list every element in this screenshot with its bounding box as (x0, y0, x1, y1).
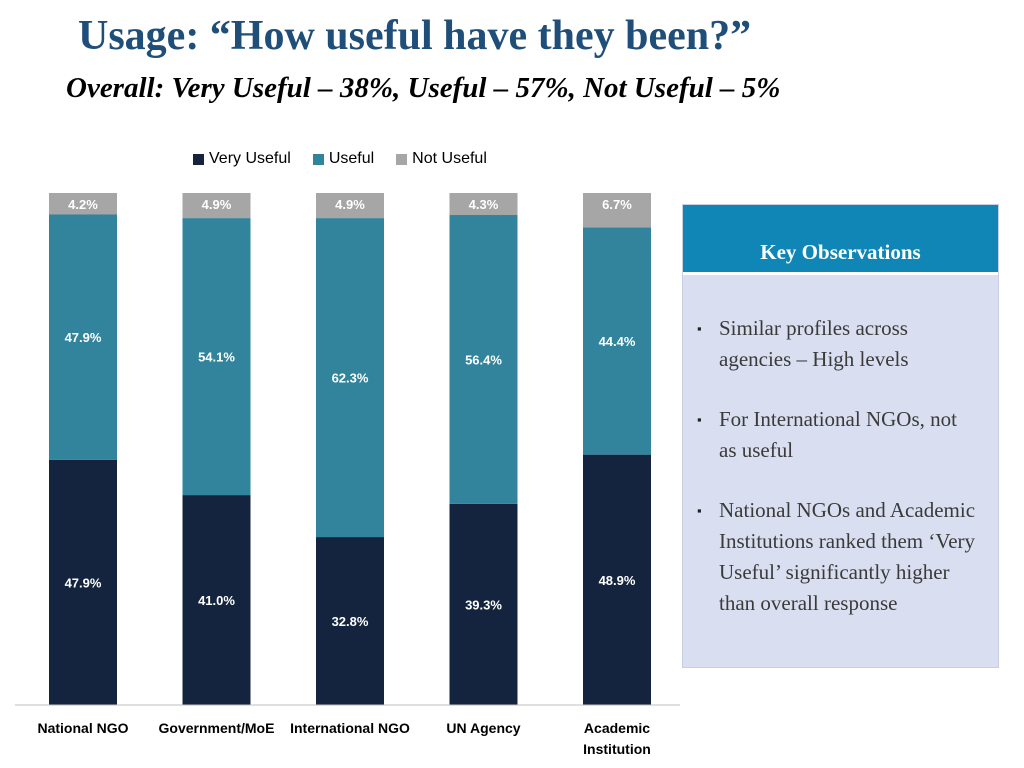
observation-item: ▪ For International NGOs, not as useful (697, 404, 978, 466)
data-label-not-useful-international-ngo: 4.9% (335, 197, 365, 212)
bar-not-useful-international-ngo (316, 193, 384, 219)
legend-swatch-useful (312, 153, 324, 165)
key-observations-panel: Key Observations ▪ Similar profiles acros… (683, 205, 998, 667)
data-label-very-useful-national-ngo: 47.9% (65, 575, 102, 590)
bar-not-useful-un-agency (449, 193, 518, 216)
observation-item: ▪ Similar profiles across agencies – High… (697, 313, 978, 375)
x-tick-label-academic-institution: Academic (584, 720, 650, 736)
data-label-useful-academic-institution: 44.4% (599, 334, 636, 349)
bar-very-useful-un-agency (449, 503, 518, 705)
bar-not-useful-government-moe (182, 193, 251, 219)
legend-label-useful: Useful (328, 150, 375, 167)
bar-not-useful-national-ngo (49, 193, 117, 215)
legend-item-very-useful: Very Useful (193, 150, 291, 168)
observations-list: ▪ Similar profiles across agencies – High… (683, 275, 998, 619)
chart-legend: Very Useful Useful Not Useful (193, 150, 487, 168)
page-subtitle: Overall: Very Useful – 38%, Useful – 57%… (66, 72, 781, 104)
data-label-not-useful-un-agency: 4.3% (469, 197, 499, 212)
observation-item: ▪ National NGOs and Academic Institutions… (697, 495, 978, 619)
stacked-bar-chart: 47.9% 47.9% 4.2% National NGO 41.0% 54.1% 4.9%… (15, 193, 680, 757)
legend-label-very-useful: Very Useful (209, 150, 291, 167)
bar-useful-government-moe (182, 218, 251, 496)
data-label-useful-un-agency: 56.4% (465, 352, 502, 367)
data-label-very-useful-government-moe: 41.0% (198, 593, 235, 608)
legend-label-not-useful: Not Useful (412, 150, 487, 167)
bar-useful-un-agency (449, 215, 518, 504)
legend-item-useful: Useful (312, 150, 375, 168)
x-tick-label-international-ngo: International NGO (290, 720, 410, 736)
data-label-useful-government-moe: 54.1% (198, 350, 235, 365)
data-label-not-useful-government-moe: 4.9% (202, 197, 232, 212)
data-label-not-useful-national-ngo: 4.2% (68, 197, 98, 212)
data-label-very-useful-international-ngo: 32.8% (332, 614, 369, 629)
square-bullet-icon: ▪ (697, 412, 702, 427)
data-label-very-useful-un-agency: 39.3% (465, 597, 502, 612)
bar-useful-national-ngo (49, 214, 117, 460)
observation-text: For International NGOs, not as useful (719, 407, 957, 462)
square-bullet-icon: ▪ (697, 321, 702, 336)
panel-title: Key Observations (683, 205, 998, 275)
page-title: Usage: “How useful have they been?” (78, 13, 752, 59)
x-tick-label-government-moe: Government/MoE (159, 720, 275, 736)
bar-not-useful-academic-institution (583, 193, 651, 228)
bar-very-useful-government-moe (182, 495, 251, 705)
data-label-very-useful-academic-institution: 48.9% (599, 573, 636, 588)
bar-very-useful-international-ngo (316, 537, 384, 705)
x-tick-label-academic-institution: Institution (583, 741, 651, 757)
x-tick-label-national-ngo: National NGO (37, 720, 128, 736)
legend-swatch-very-useful (193, 153, 204, 165)
observation-text: Similar profiles across agencies – High … (719, 316, 909, 371)
data-label-useful-national-ngo: 47.9% (65, 330, 102, 345)
bar-useful-academic-institution (583, 227, 651, 455)
bar-very-useful-national-ngo (49, 459, 117, 705)
data-label-useful-international-ngo: 62.3% (332, 371, 369, 386)
bar-useful-international-ngo (316, 218, 384, 538)
bar-very-useful-academic-institution (583, 454, 651, 705)
legend-item-not-useful: Not Useful (396, 150, 487, 168)
x-tick-label-un-agency: UN Agency (446, 720, 520, 736)
data-label-not-useful-academic-institution: 6.7% (602, 197, 632, 212)
observation-text: National NGOs and Academic Institutions … (719, 498, 976, 615)
square-bullet-icon: ▪ (697, 503, 702, 518)
legend-swatch-not-useful (396, 153, 408, 165)
